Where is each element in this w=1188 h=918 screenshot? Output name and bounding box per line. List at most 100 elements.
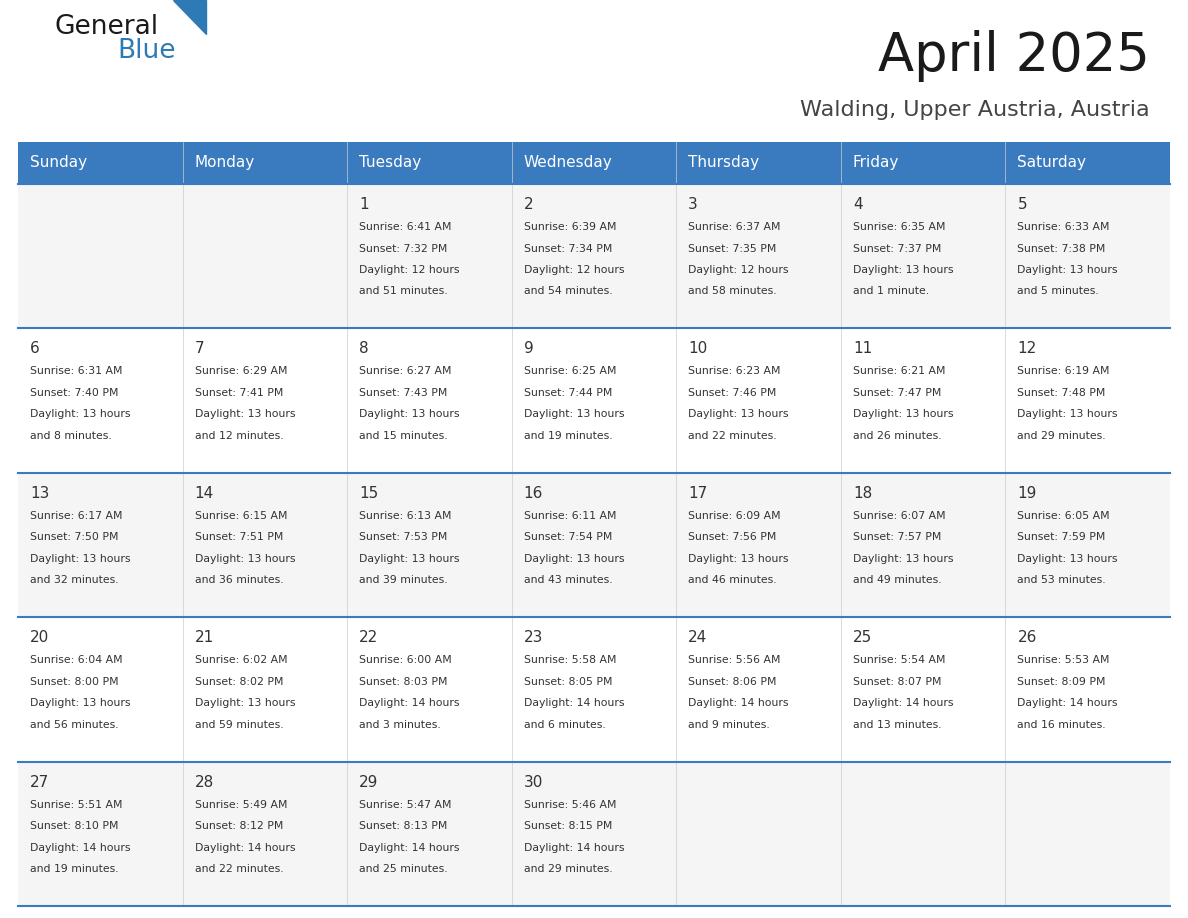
Text: and 19 minutes.: and 19 minutes. xyxy=(30,864,119,874)
Text: Sunrise: 5:49 AM: Sunrise: 5:49 AM xyxy=(195,800,287,810)
Text: 29: 29 xyxy=(359,775,379,789)
Text: and 53 minutes.: and 53 minutes. xyxy=(1017,576,1106,586)
Text: Daylight: 13 hours: Daylight: 13 hours xyxy=(524,409,624,420)
Text: Daylight: 14 hours: Daylight: 14 hours xyxy=(853,699,953,708)
Text: Sunrise: 5:54 AM: Sunrise: 5:54 AM xyxy=(853,655,946,666)
Text: 19: 19 xyxy=(1017,486,1037,501)
Text: Sunset: 7:43 PM: Sunset: 7:43 PM xyxy=(359,388,448,397)
Text: 21: 21 xyxy=(195,630,214,645)
Text: Sunrise: 6:37 AM: Sunrise: 6:37 AM xyxy=(688,222,781,232)
Text: and 1 minute.: and 1 minute. xyxy=(853,286,929,297)
Text: Daylight: 14 hours: Daylight: 14 hours xyxy=(359,843,460,853)
Text: Sunset: 7:57 PM: Sunset: 7:57 PM xyxy=(853,532,941,543)
Bar xyxy=(18,329,1170,473)
Text: Sunset: 8:06 PM: Sunset: 8:06 PM xyxy=(688,677,777,687)
Text: Sunset: 7:32 PM: Sunset: 7:32 PM xyxy=(359,243,448,253)
Text: and 59 minutes.: and 59 minutes. xyxy=(195,720,283,730)
Text: and 22 minutes.: and 22 minutes. xyxy=(195,864,283,874)
Text: Sunrise: 6:04 AM: Sunrise: 6:04 AM xyxy=(30,655,122,666)
Text: and 5 minutes.: and 5 minutes. xyxy=(1017,286,1099,297)
Text: and 49 minutes.: and 49 minutes. xyxy=(853,576,941,586)
Text: 3: 3 xyxy=(688,197,699,212)
Text: Sunrise: 6:21 AM: Sunrise: 6:21 AM xyxy=(853,366,946,376)
Text: 4: 4 xyxy=(853,197,862,212)
Text: Daylight: 12 hours: Daylight: 12 hours xyxy=(688,265,789,275)
Text: Sunrise: 5:56 AM: Sunrise: 5:56 AM xyxy=(688,655,781,666)
Text: Friday: Friday xyxy=(853,155,899,171)
Text: and 12 minutes.: and 12 minutes. xyxy=(195,431,283,441)
Text: and 6 minutes.: and 6 minutes. xyxy=(524,720,606,730)
Text: Daylight: 14 hours: Daylight: 14 hours xyxy=(359,699,460,708)
Text: and 36 minutes.: and 36 minutes. xyxy=(195,576,283,586)
Text: Sunset: 7:46 PM: Sunset: 7:46 PM xyxy=(688,388,777,397)
Bar xyxy=(18,142,1170,184)
Bar xyxy=(18,762,1170,906)
Text: Daylight: 13 hours: Daylight: 13 hours xyxy=(195,409,295,420)
Text: Thursday: Thursday xyxy=(688,155,759,171)
Text: Daylight: 13 hours: Daylight: 13 hours xyxy=(1017,265,1118,275)
Text: and 8 minutes.: and 8 minutes. xyxy=(30,431,112,441)
Text: General: General xyxy=(55,14,159,40)
Text: Sunday: Sunday xyxy=(30,155,87,171)
Text: Sunrise: 6:19 AM: Sunrise: 6:19 AM xyxy=(1017,366,1110,376)
Text: Sunset: 7:47 PM: Sunset: 7:47 PM xyxy=(853,388,941,397)
Text: 2: 2 xyxy=(524,197,533,212)
Text: Sunrise: 6:35 AM: Sunrise: 6:35 AM xyxy=(853,222,946,232)
Text: Daylight: 14 hours: Daylight: 14 hours xyxy=(524,843,624,853)
Text: and 13 minutes.: and 13 minutes. xyxy=(853,720,941,730)
Text: 28: 28 xyxy=(195,775,214,789)
Text: and 54 minutes.: and 54 minutes. xyxy=(524,286,612,297)
Text: Wednesday: Wednesday xyxy=(524,155,613,171)
Text: and 16 minutes.: and 16 minutes. xyxy=(1017,720,1106,730)
Bar xyxy=(18,617,1170,762)
Text: 7: 7 xyxy=(195,341,204,356)
Text: Sunset: 7:54 PM: Sunset: 7:54 PM xyxy=(524,532,612,543)
Text: Daylight: 13 hours: Daylight: 13 hours xyxy=(359,409,460,420)
Text: and 9 minutes.: and 9 minutes. xyxy=(688,720,770,730)
Text: and 32 minutes.: and 32 minutes. xyxy=(30,576,119,586)
Text: and 15 minutes.: and 15 minutes. xyxy=(359,431,448,441)
Text: Sunset: 7:44 PM: Sunset: 7:44 PM xyxy=(524,388,612,397)
Text: Sunrise: 5:51 AM: Sunrise: 5:51 AM xyxy=(30,800,122,810)
Text: Sunset: 7:50 PM: Sunset: 7:50 PM xyxy=(30,532,119,543)
Text: 24: 24 xyxy=(688,630,708,645)
Text: and 46 minutes.: and 46 minutes. xyxy=(688,576,777,586)
Text: Daylight: 14 hours: Daylight: 14 hours xyxy=(195,843,295,853)
Text: Daylight: 14 hours: Daylight: 14 hours xyxy=(688,699,789,708)
Text: 17: 17 xyxy=(688,486,708,501)
Text: Sunset: 7:53 PM: Sunset: 7:53 PM xyxy=(359,532,448,543)
Text: Sunset: 7:59 PM: Sunset: 7:59 PM xyxy=(1017,532,1106,543)
Text: Walding, Upper Austria, Austria: Walding, Upper Austria, Austria xyxy=(801,100,1150,120)
Text: Sunrise: 6:00 AM: Sunrise: 6:00 AM xyxy=(359,655,451,666)
Text: 13: 13 xyxy=(30,486,50,501)
Text: Sunset: 8:10 PM: Sunset: 8:10 PM xyxy=(30,821,119,831)
Text: Sunset: 7:51 PM: Sunset: 7:51 PM xyxy=(195,532,283,543)
Text: Sunrise: 6:17 AM: Sunrise: 6:17 AM xyxy=(30,510,122,521)
Text: Daylight: 13 hours: Daylight: 13 hours xyxy=(30,554,131,564)
Text: and 19 minutes.: and 19 minutes. xyxy=(524,431,612,441)
Text: Sunset: 7:41 PM: Sunset: 7:41 PM xyxy=(195,388,283,397)
Text: Sunrise: 6:29 AM: Sunrise: 6:29 AM xyxy=(195,366,287,376)
Text: Daylight: 13 hours: Daylight: 13 hours xyxy=(853,554,953,564)
Text: 27: 27 xyxy=(30,775,49,789)
Text: 10: 10 xyxy=(688,341,708,356)
Text: 25: 25 xyxy=(853,630,872,645)
Text: Sunset: 8:09 PM: Sunset: 8:09 PM xyxy=(1017,677,1106,687)
Text: Daylight: 13 hours: Daylight: 13 hours xyxy=(359,554,460,564)
Text: Sunrise: 6:09 AM: Sunrise: 6:09 AM xyxy=(688,510,781,521)
Polygon shape xyxy=(173,0,206,34)
Text: Sunset: 7:48 PM: Sunset: 7:48 PM xyxy=(1017,388,1106,397)
Text: Sunrise: 6:39 AM: Sunrise: 6:39 AM xyxy=(524,222,617,232)
Text: Sunset: 8:13 PM: Sunset: 8:13 PM xyxy=(359,821,448,831)
Text: Sunset: 8:07 PM: Sunset: 8:07 PM xyxy=(853,677,941,687)
Text: 30: 30 xyxy=(524,775,543,789)
Text: Daylight: 13 hours: Daylight: 13 hours xyxy=(195,699,295,708)
Text: Sunrise: 5:53 AM: Sunrise: 5:53 AM xyxy=(1017,655,1110,666)
Text: Daylight: 12 hours: Daylight: 12 hours xyxy=(524,265,624,275)
Text: 22: 22 xyxy=(359,630,379,645)
Text: Sunset: 7:37 PM: Sunset: 7:37 PM xyxy=(853,243,941,253)
Text: and 51 minutes.: and 51 minutes. xyxy=(359,286,448,297)
Text: 9: 9 xyxy=(524,341,533,356)
Text: 15: 15 xyxy=(359,486,379,501)
Text: Sunrise: 6:11 AM: Sunrise: 6:11 AM xyxy=(524,510,617,521)
